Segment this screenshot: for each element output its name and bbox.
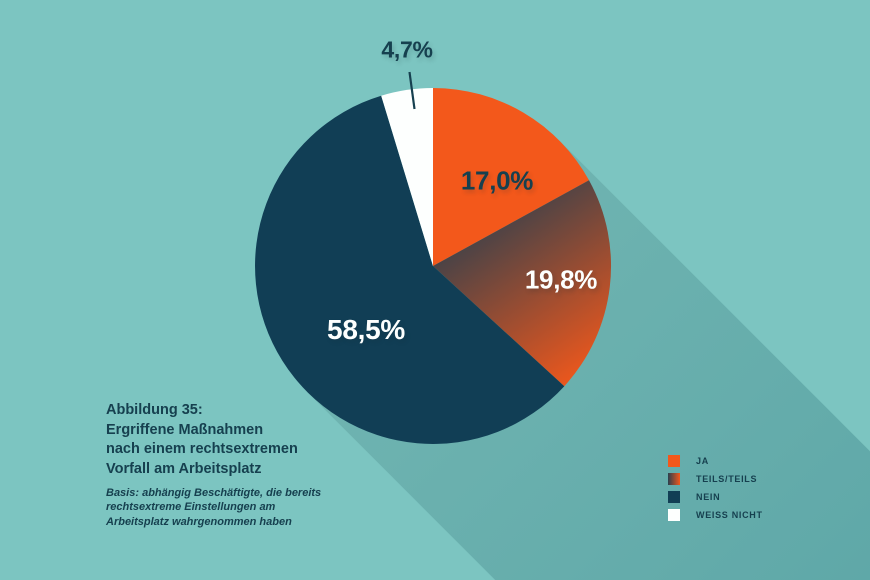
pie-slice-teils-teils (433, 180, 612, 387)
legend-label: TEILS/TEILS (696, 474, 758, 484)
pie-label-nein: 58,5% (327, 314, 405, 345)
long-shadow (307, 140, 870, 580)
legend-swatch-nein (668, 491, 680, 503)
legend-swatch-teils-teils (668, 473, 680, 485)
legend-label: JA (696, 456, 709, 466)
chart-caption: Abbildung 35: Ergriffene Maßnahmen nach … (106, 401, 321, 529)
legend-swatch-weiss-nicht (668, 509, 680, 521)
pie-label-ja: 17,0% (460, 165, 534, 196)
basis-line: rechtsextreme Einstellungen am (106, 501, 276, 514)
pie-slice-ja (433, 87, 589, 266)
legend: JA TEILS/TEILS NEIN WEISS NICHT (668, 455, 763, 521)
caption-line: Abbildung 35: (106, 402, 203, 418)
basis-line: Basis: abhängig Beschäftigte, die bereit… (106, 487, 322, 499)
legend-item-nein: NEIN (668, 491, 763, 503)
caption-basis-note: Basis: abhängig Beschäftigte, die bereit… (106, 486, 321, 529)
basis-line: Arbeitsplatz wahrgenommen haben (106, 515, 292, 528)
pie-label-teils-teils: 19,8% (524, 264, 598, 295)
legend-item-weiss-nicht: WEISS NICHT (668, 509, 763, 521)
pie-label-weiss-nicht: 4,7% (381, 36, 433, 63)
legend-label: NEIN (696, 492, 721, 502)
caption-line: nach einem rechtsextremen (106, 441, 298, 457)
caption-line: Ergriffene Maßnahmen (106, 421, 264, 438)
legend-label: WEISS NICHT (696, 510, 763, 520)
legend-item-teils-teils: TEILS/TEILS (668, 473, 763, 485)
legend-swatch-ja (668, 455, 680, 467)
caption-line: Vorfall am Arbeitsplatz (106, 460, 262, 477)
pie-slice-nein (255, 95, 565, 444)
pie-slice-weiss-nicht (381, 88, 433, 266)
legend-item-ja: JA (668, 455, 763, 467)
label-leader-line (408, 71, 416, 110)
